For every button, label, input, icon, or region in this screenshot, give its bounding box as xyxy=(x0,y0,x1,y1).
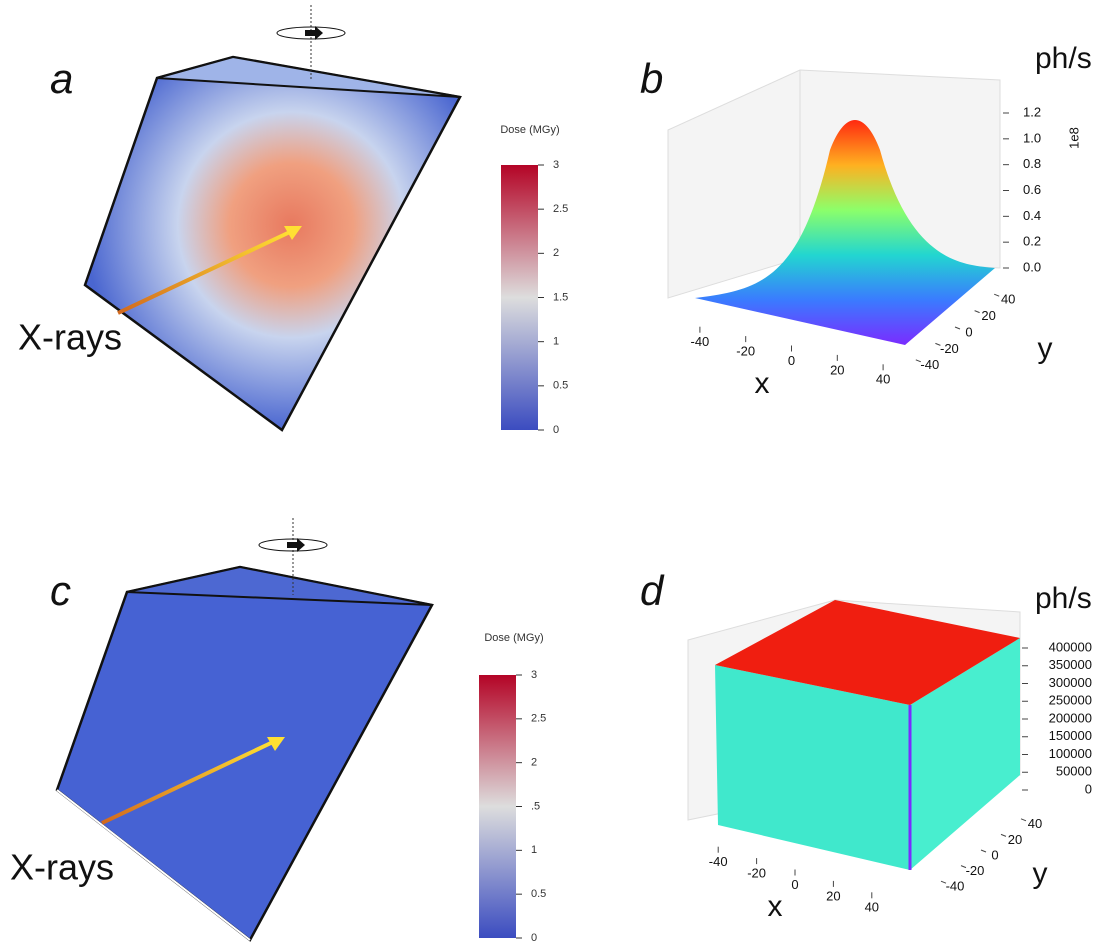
y-tick-label: -40 xyxy=(920,357,939,372)
colorbar-tick-label: 1 xyxy=(553,336,559,348)
x-tick-label: 0 xyxy=(788,353,795,368)
y-tick xyxy=(994,294,999,296)
z-tick-label: 0.0 xyxy=(1023,259,1041,274)
z-offset: 1e8 xyxy=(1066,127,1081,149)
y-tick-label: -40 xyxy=(946,879,965,894)
z-tick-label: 100000 xyxy=(1049,746,1092,761)
y-tick-label: 20 xyxy=(981,308,995,323)
colorbar-tick-label: 2 xyxy=(531,757,537,769)
y-tick xyxy=(1001,834,1006,836)
x-tick-label: 0 xyxy=(791,877,798,892)
colorbar-tick-label: 0 xyxy=(553,424,559,436)
z-tick-label: 0.2 xyxy=(1023,234,1041,249)
colorbar-title: Dose (MGy) xyxy=(484,632,543,644)
annotation: X-rays xyxy=(18,317,122,358)
colorbar-title: Dose (MGy) xyxy=(500,124,559,136)
z-tick-label: 350000 xyxy=(1049,657,1092,672)
colorbar-tick-label: .5 xyxy=(531,800,540,812)
colorbar-tick-label: 2 xyxy=(553,247,559,259)
colorbar-tick-label: 1 xyxy=(531,844,537,856)
colorbar-tick-label: 1.5 xyxy=(553,291,568,303)
colorbar-tick-label: 3 xyxy=(553,159,559,171)
z-tick-label: 400000 xyxy=(1049,639,1092,654)
y-tick xyxy=(1021,819,1026,821)
colorbar-tick-label: 0.5 xyxy=(553,380,568,392)
z-tick-label: 250000 xyxy=(1049,693,1092,708)
panel-label: b xyxy=(640,55,663,102)
x-tick-label: 40 xyxy=(876,372,890,387)
z-tick-label: 0.6 xyxy=(1023,182,1041,197)
x-tick-label: 20 xyxy=(826,888,840,903)
z-tick-label: 1.2 xyxy=(1023,104,1041,119)
colorbar-tick-label: 0.5 xyxy=(531,888,546,900)
x-tick-label: -20 xyxy=(747,866,766,881)
x-tick-label: 20 xyxy=(830,362,844,377)
surface-d xyxy=(715,600,1020,870)
panel-label: c xyxy=(50,567,71,614)
y-tick xyxy=(955,327,960,329)
z-axis-label: ph/s xyxy=(1035,42,1092,75)
z-tick-label: 300000 xyxy=(1049,675,1092,690)
y-tick-label: -20 xyxy=(940,341,959,356)
y-tick-label: -20 xyxy=(966,863,985,878)
y-tick-label: 20 xyxy=(1008,832,1022,847)
colorbar-tick-label: 3 xyxy=(531,669,537,681)
x-tick-label: -20 xyxy=(736,344,755,359)
y-axis-label: y xyxy=(1033,857,1048,890)
y-tick-label: 40 xyxy=(1001,292,1015,307)
z-tick-label: 0 xyxy=(1085,781,1092,796)
x-tick-label: -40 xyxy=(691,334,710,349)
colorbar xyxy=(479,675,516,938)
z-tick-label: 0.4 xyxy=(1023,208,1041,223)
z-tick-label: 150000 xyxy=(1049,728,1092,743)
panel-label: d xyxy=(640,567,665,614)
colorbar-tick-label: 0 xyxy=(531,932,537,944)
colorbar-tick-label: 2.5 xyxy=(531,713,546,725)
colorbar-tick-label: 2.5 xyxy=(553,203,568,215)
panel-label: a xyxy=(50,55,73,102)
y-tick xyxy=(981,850,986,852)
z-tick-label: 0.8 xyxy=(1023,156,1041,171)
figure: aX-raysDose (MGy)00.511.522.53cX-raysDos… xyxy=(0,0,1096,945)
x-tick-label: 40 xyxy=(865,900,879,915)
z-tick-label: 1.0 xyxy=(1023,130,1041,145)
z-tick-label: 50000 xyxy=(1056,764,1092,779)
y-axis-label: y xyxy=(1038,332,1053,365)
y-tick xyxy=(975,311,980,313)
annotation: X-rays xyxy=(10,847,114,888)
x-axis-label: x xyxy=(755,367,770,400)
z-tick-label: 200000 xyxy=(1049,710,1092,725)
y-tick-label: 40 xyxy=(1028,816,1042,831)
colorbar xyxy=(501,165,538,430)
y-tick-label: 0 xyxy=(965,324,972,339)
x-axis-label: x xyxy=(768,890,783,923)
x-tick-label: -40 xyxy=(709,854,728,869)
z-axis-label: ph/s xyxy=(1035,582,1092,615)
crystal-a xyxy=(85,5,460,430)
y-tick-label: 0 xyxy=(991,847,998,862)
